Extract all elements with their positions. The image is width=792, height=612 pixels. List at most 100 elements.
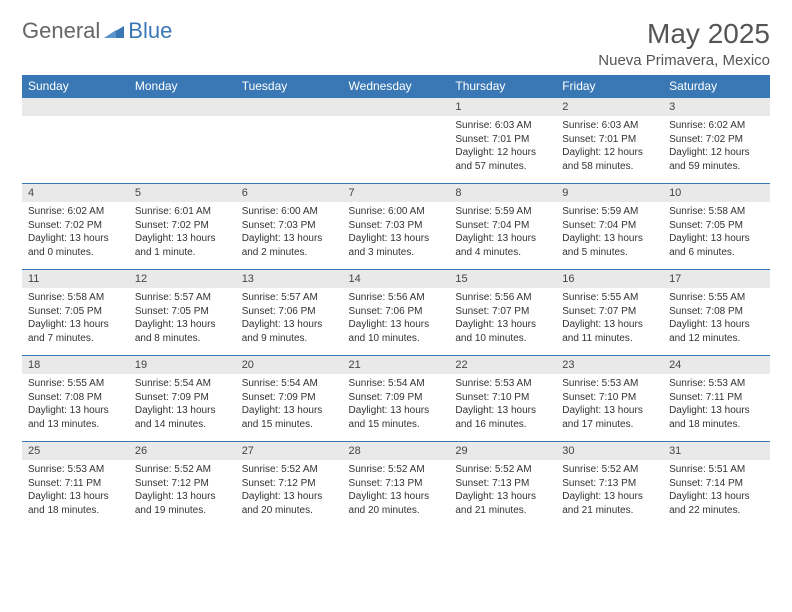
day-detail: Sunrise: 5:59 AMSunset: 7:04 PMDaylight:… (449, 202, 556, 262)
day-number: 31 (663, 442, 770, 460)
day-detail: Sunrise: 5:52 AMSunset: 7:12 PMDaylight:… (129, 460, 236, 520)
day-number-empty (343, 98, 450, 116)
day-detail: Sunrise: 5:54 AMSunset: 7:09 PMDaylight:… (236, 374, 343, 434)
calendar-cell: 21Sunrise: 5:54 AMSunset: 7:09 PMDayligh… (343, 356, 450, 442)
location: Nueva Primavera, Mexico (598, 52, 770, 69)
day-number: 15 (449, 270, 556, 288)
weekday-header: Sunday (22, 75, 129, 98)
day-detail: Sunrise: 5:51 AMSunset: 7:14 PMDaylight:… (663, 460, 770, 520)
header: General Blue May 2025 Nueva Primavera, M… (22, 18, 770, 69)
day-detail: Sunrise: 5:52 AMSunset: 7:13 PMDaylight:… (556, 460, 663, 520)
brand-logo: General Blue (22, 18, 172, 44)
day-number: 12 (129, 270, 236, 288)
day-number: 21 (343, 356, 450, 374)
calendar-cell: 6Sunrise: 6:00 AMSunset: 7:03 PMDaylight… (236, 184, 343, 270)
calendar-cell: 19Sunrise: 5:54 AMSunset: 7:09 PMDayligh… (129, 356, 236, 442)
calendar-cell (129, 98, 236, 184)
calendar-row: 18Sunrise: 5:55 AMSunset: 7:08 PMDayligh… (22, 356, 770, 442)
calendar-row: 1Sunrise: 6:03 AMSunset: 7:01 PMDaylight… (22, 98, 770, 184)
calendar-cell: 11Sunrise: 5:58 AMSunset: 7:05 PMDayligh… (22, 270, 129, 356)
day-detail: Sunrise: 5:58 AMSunset: 7:05 PMDaylight:… (22, 288, 129, 348)
calendar-cell: 24Sunrise: 5:53 AMSunset: 7:11 PMDayligh… (663, 356, 770, 442)
calendar-cell: 7Sunrise: 6:00 AMSunset: 7:03 PMDaylight… (343, 184, 450, 270)
day-detail: Sunrise: 5:52 AMSunset: 7:13 PMDaylight:… (343, 460, 450, 520)
calendar-cell: 14Sunrise: 5:56 AMSunset: 7:06 PMDayligh… (343, 270, 450, 356)
calendar-body: 1Sunrise: 6:03 AMSunset: 7:01 PMDaylight… (22, 98, 770, 528)
day-detail: Sunrise: 5:52 AMSunset: 7:13 PMDaylight:… (449, 460, 556, 520)
calendar-cell (22, 98, 129, 184)
day-detail: Sunrise: 5:54 AMSunset: 7:09 PMDaylight:… (129, 374, 236, 434)
calendar-cell: 22Sunrise: 5:53 AMSunset: 7:10 PMDayligh… (449, 356, 556, 442)
calendar-cell: 27Sunrise: 5:52 AMSunset: 7:12 PMDayligh… (236, 442, 343, 528)
day-number: 28 (343, 442, 450, 460)
weekday-header: Thursday (449, 75, 556, 98)
day-number: 14 (343, 270, 450, 288)
day-number: 22 (449, 356, 556, 374)
day-number: 10 (663, 184, 770, 202)
day-number: 4 (22, 184, 129, 202)
day-detail: Sunrise: 5:56 AMSunset: 7:06 PMDaylight:… (343, 288, 450, 348)
calendar-cell: 8Sunrise: 5:59 AMSunset: 7:04 PMDaylight… (449, 184, 556, 270)
day-number: 1 (449, 98, 556, 116)
day-number-empty (129, 98, 236, 116)
day-detail: Sunrise: 6:03 AMSunset: 7:01 PMDaylight:… (556, 116, 663, 176)
day-number: 2 (556, 98, 663, 116)
day-number: 5 (129, 184, 236, 202)
calendar-cell: 1Sunrise: 6:03 AMSunset: 7:01 PMDaylight… (449, 98, 556, 184)
day-detail: Sunrise: 5:57 AMSunset: 7:06 PMDaylight:… (236, 288, 343, 348)
calendar-cell: 20Sunrise: 5:54 AMSunset: 7:09 PMDayligh… (236, 356, 343, 442)
day-number: 13 (236, 270, 343, 288)
day-number-empty (22, 98, 129, 116)
day-detail: Sunrise: 5:56 AMSunset: 7:07 PMDaylight:… (449, 288, 556, 348)
calendar-row: 4Sunrise: 6:02 AMSunset: 7:02 PMDaylight… (22, 184, 770, 270)
weekday-header: Friday (556, 75, 663, 98)
calendar-cell: 13Sunrise: 5:57 AMSunset: 7:06 PMDayligh… (236, 270, 343, 356)
weekday-header: Saturday (663, 75, 770, 98)
day-detail: Sunrise: 5:58 AMSunset: 7:05 PMDaylight:… (663, 202, 770, 262)
calendar-cell: 25Sunrise: 5:53 AMSunset: 7:11 PMDayligh… (22, 442, 129, 528)
day-detail: Sunrise: 6:03 AMSunset: 7:01 PMDaylight:… (449, 116, 556, 176)
day-detail: Sunrise: 5:55 AMSunset: 7:08 PMDaylight:… (663, 288, 770, 348)
calendar-cell: 18Sunrise: 5:55 AMSunset: 7:08 PMDayligh… (22, 356, 129, 442)
day-detail: Sunrise: 5:53 AMSunset: 7:10 PMDaylight:… (449, 374, 556, 434)
day-detail: Sunrise: 5:53 AMSunset: 7:10 PMDaylight:… (556, 374, 663, 434)
weekday-header: Monday (129, 75, 236, 98)
calendar-cell: 5Sunrise: 6:01 AMSunset: 7:02 PMDaylight… (129, 184, 236, 270)
day-number: 27 (236, 442, 343, 460)
day-detail: Sunrise: 5:53 AMSunset: 7:11 PMDaylight:… (663, 374, 770, 434)
calendar-table: SundayMondayTuesdayWednesdayThursdayFrid… (22, 75, 770, 528)
day-detail: Sunrise: 6:00 AMSunset: 7:03 PMDaylight:… (343, 202, 450, 262)
day-number: 6 (236, 184, 343, 202)
calendar-cell: 28Sunrise: 5:52 AMSunset: 7:13 PMDayligh… (343, 442, 450, 528)
calendar-cell: 26Sunrise: 5:52 AMSunset: 7:12 PMDayligh… (129, 442, 236, 528)
day-number: 18 (22, 356, 129, 374)
day-number: 26 (129, 442, 236, 460)
day-detail: Sunrise: 6:01 AMSunset: 7:02 PMDaylight:… (129, 202, 236, 262)
calendar-cell (236, 98, 343, 184)
brand-part1: General (22, 18, 100, 44)
day-number: 17 (663, 270, 770, 288)
calendar-cell: 10Sunrise: 5:58 AMSunset: 7:05 PMDayligh… (663, 184, 770, 270)
day-detail: Sunrise: 5:57 AMSunset: 7:05 PMDaylight:… (129, 288, 236, 348)
calendar-cell (343, 98, 450, 184)
day-detail: Sunrise: 6:02 AMSunset: 7:02 PMDaylight:… (663, 116, 770, 176)
brand-part2: Blue (128, 18, 172, 44)
calendar-cell: 29Sunrise: 5:52 AMSunset: 7:13 PMDayligh… (449, 442, 556, 528)
calendar-cell: 2Sunrise: 6:03 AMSunset: 7:01 PMDaylight… (556, 98, 663, 184)
title-block: May 2025 Nueva Primavera, Mexico (598, 18, 770, 69)
day-detail: Sunrise: 5:54 AMSunset: 7:09 PMDaylight:… (343, 374, 450, 434)
day-number: 23 (556, 356, 663, 374)
day-number: 11 (22, 270, 129, 288)
day-detail: Sunrise: 5:59 AMSunset: 7:04 PMDaylight:… (556, 202, 663, 262)
weekday-header: Tuesday (236, 75, 343, 98)
day-number: 3 (663, 98, 770, 116)
calendar-row: 11Sunrise: 5:58 AMSunset: 7:05 PMDayligh… (22, 270, 770, 356)
calendar-cell: 3Sunrise: 6:02 AMSunset: 7:02 PMDaylight… (663, 98, 770, 184)
day-number: 20 (236, 356, 343, 374)
month-title: May 2025 (598, 18, 770, 50)
calendar-head: SundayMondayTuesdayWednesdayThursdayFrid… (22, 75, 770, 98)
day-number-empty (236, 98, 343, 116)
day-detail: Sunrise: 5:53 AMSunset: 7:11 PMDaylight:… (22, 460, 129, 520)
day-number: 8 (449, 184, 556, 202)
calendar-cell: 9Sunrise: 5:59 AMSunset: 7:04 PMDaylight… (556, 184, 663, 270)
